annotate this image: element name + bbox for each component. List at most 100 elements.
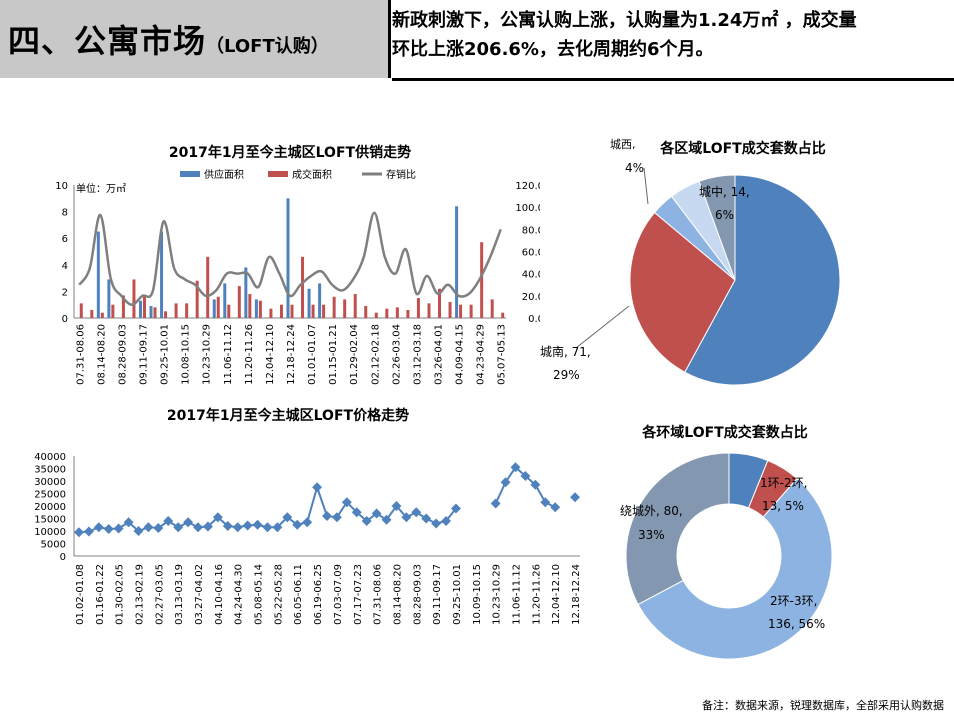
sales-bar [79,303,83,318]
sales-bar [111,304,115,318]
x-tick-label: 06.19-06.25 [313,564,324,625]
price-marker [322,511,332,521]
chart-title: 2017年1月至今主城区LOFT价格走势 [167,407,409,424]
x-tick-label: 12.04-12.10 [265,324,276,385]
y-tick-label: 40000 [34,452,66,463]
sales-bar [385,308,389,318]
y-tick-label: 20000 [34,502,66,513]
x-tick-label: 04.23-04.29 [476,324,487,385]
sales-bar [153,307,157,318]
x-tick-label: 02.12-02.18 [370,324,381,385]
x-tick-label: 04.10-04.16 [214,564,225,625]
summary-line-1: 新政刺激下，公寓认购上涨，认购量为1.24万㎡ ，成交量 [392,10,857,31]
x-tick-label: 08.14-08.20 [96,324,107,385]
price-marker [212,512,223,523]
x-tick-label: 05.07-05.13 [497,324,508,385]
price-marker [292,519,303,530]
price-marker [173,522,184,533]
x-tick-label: 12.04-12.10 [551,564,562,625]
slice-south [629,211,736,373]
supply-bar [244,267,248,318]
x-tick-label: 08.28-09.03 [117,324,128,385]
x-tick-label: 03.27-04.02 [194,564,205,625]
sales-bar [395,307,399,318]
label-south-2: 29% [553,368,580,382]
sales-bar [290,304,294,318]
price-marker [163,516,174,526]
sales-bar [459,304,463,318]
legend-label-2: 存销比 [386,168,416,181]
sales-bar [374,312,378,318]
price-marker [302,517,313,528]
label-ring1-2-2: 13, 5% [762,499,804,513]
price-marker [83,526,94,537]
header-title-box: 四、公寓市场（LOFT认购） [0,0,390,78]
x-tick-label: 01.01-01.07 [307,324,318,385]
y-tick-label: 10000 [34,527,66,538]
x-tick-label: 12.18-12.24 [571,564,582,625]
sales-bar [364,306,368,318]
price-marker [183,517,194,528]
sales-bar [501,312,505,318]
price-marker [401,512,412,523]
sales-bar [322,304,326,318]
supply-bar [160,231,164,318]
x-tick-label: 09.25-10.01 [160,324,171,385]
label-west-2: 4% [625,161,644,175]
x-tick-label: 04.09-04.15 [455,324,466,385]
price-marker [103,524,114,534]
price-marker [421,513,432,524]
supply-bar [286,198,290,318]
price-marker [193,522,203,533]
sales-bar [279,304,283,318]
sales-bar [343,299,347,318]
price-marker [133,526,144,536]
x-tick-label: 09.11-09.17 [138,324,149,385]
label-west-1: 城西, [610,138,636,151]
sales-bar [121,295,125,318]
sales-bar [142,296,146,318]
header-summary: 新政刺激下，公寓认购上涨，认购量为1.24万㎡ ，成交量 环比上涨206.6%，… [392,6,948,64]
legend-swatch-0 [180,171,200,177]
sales-bar [174,303,178,318]
header-underline [392,78,954,81]
price-marker [153,523,164,533]
price-marker [431,518,442,529]
sales-bar [132,279,136,318]
label-ring2-3-2: 136, 56% [768,617,825,631]
sales-bar [185,303,189,318]
y-tick-label: 5000 [41,540,66,551]
supply-bar [149,306,153,318]
price-marker [272,522,283,533]
price-marker [123,517,134,528]
x-tick-label: 05.08-05.14 [254,564,265,625]
page-title-sub: （LOFT认购） [206,36,329,57]
left-tick-label: 4 [62,261,68,272]
supply-bar [318,283,322,318]
left-tick-label: 0 [62,314,68,325]
legend-label-1: 成交面积 [292,168,332,181]
right-tick-label: 60.0 [522,248,540,259]
sales-bar [406,310,410,318]
header-divider [388,0,391,78]
x-tick-label: 01.29-02.04 [349,324,360,385]
label-ring1-2-1: 1环-2环, [760,476,807,490]
sales-bar [438,288,442,318]
sales-bar [490,299,494,318]
x-tick-label: 05.22-05.28 [273,564,284,625]
supply-bar [254,299,258,318]
x-tick-label: 07.17-07.23 [353,564,364,625]
chart-title: 2017年1月至今主城区LOFT供销走势 [169,144,411,161]
chart-title: 各区域LOFT成交套数占比 [659,140,825,157]
x-tick-label: 10.23-10.29 [202,324,213,385]
x-tick-label: 11.06-11.12 [512,564,523,625]
price-marker [93,522,104,533]
sales-bar [216,296,220,318]
label-outside-1: 绕城外, 80, [620,504,683,518]
label-center-2: 6% [715,208,734,222]
x-tick-label: 02.26-03.04 [391,324,402,385]
x-tick-label: 10.08-10.15 [181,324,192,385]
